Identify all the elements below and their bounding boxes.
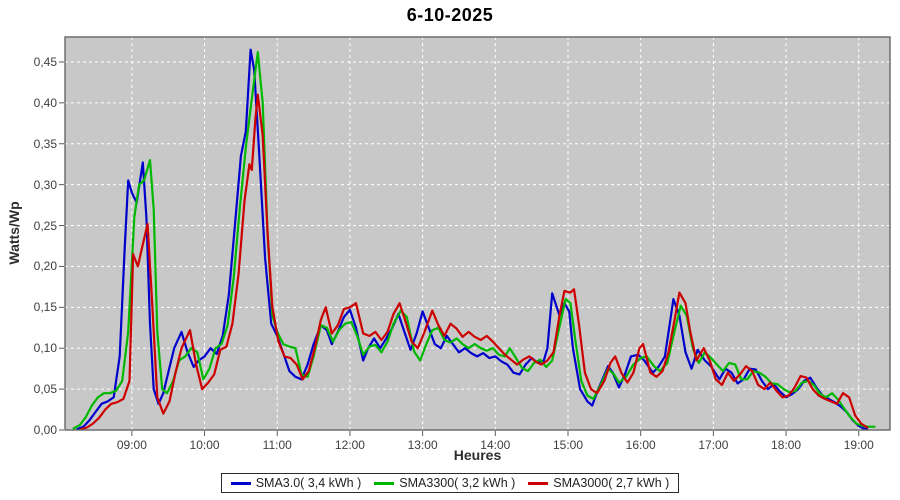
x-tick-label-19:00: 19:00 xyxy=(843,438,874,452)
legend: SMA3.0( 3,4 kWh ) SMA3300( 3,2 kWh ) SMA… xyxy=(0,473,900,493)
legend-label-sma3000: SMA3000( 2,7 kWh ) xyxy=(553,476,670,490)
x-tick-label-13:00: 13:00 xyxy=(407,438,438,452)
x-tick-label-09:00: 09:00 xyxy=(116,438,147,452)
y-tick-label-0,10: 0,10 xyxy=(33,341,57,356)
chart-title: 6-10-2025 xyxy=(406,5,494,25)
x-axis-title: Heures xyxy=(453,447,502,463)
y-tick-label-0,35: 0,35 xyxy=(33,136,57,151)
y-tick-label-0,25: 0,25 xyxy=(33,218,57,233)
x-tick-label-17:00: 17:00 xyxy=(698,438,729,452)
legend-item-sma30: SMA3.0( 3,4 kWh ) xyxy=(230,476,362,490)
y-tick-label-0,45: 0,45 xyxy=(33,54,57,69)
x-tick-label-12:00: 12:00 xyxy=(334,438,365,452)
x-tick-label-14:00: 14:00 xyxy=(480,438,511,452)
x-tick-label-11:00: 11:00 xyxy=(262,438,292,452)
legend-label-sma3300: SMA3300( 3,2 kWh ) xyxy=(399,476,516,490)
x-tick-label-15:00: 15:00 xyxy=(552,438,583,452)
legend-item-sma3300: SMA3300( 3,2 kWh ) xyxy=(374,476,515,490)
y-tick-label-0,00: 0,00 xyxy=(33,423,57,437)
x-tick-label-16:00: 16:00 xyxy=(625,438,656,452)
x-tick-label-10:00: 10:00 xyxy=(189,438,220,452)
legend-swatch-blue xyxy=(230,481,251,485)
legend-swatch-green xyxy=(374,481,395,485)
legend-box: SMA3.0( 3,4 kWh ) SMA3300( 3,2 kWh ) SMA… xyxy=(220,473,680,493)
legend-swatch-red xyxy=(528,481,549,485)
y-tick-label-0,20: 0,20 xyxy=(33,259,57,274)
y-tick-label-0,40: 0,40 xyxy=(33,95,57,110)
y-axis-title: Watts/Wp xyxy=(6,201,22,265)
y-tick-label-0,30: 0,30 xyxy=(33,177,57,192)
x-tick-label-18:00: 18:00 xyxy=(771,438,802,452)
legend-label-sma30: SMA3.0( 3,4 kWh ) xyxy=(255,476,362,490)
y-tick-label-0,15: 0,15 xyxy=(33,300,57,315)
y-tick-label-0,05: 0,05 xyxy=(33,382,57,397)
legend-item-sma3000: SMA3000( 2,7 kWh ) xyxy=(528,476,669,490)
